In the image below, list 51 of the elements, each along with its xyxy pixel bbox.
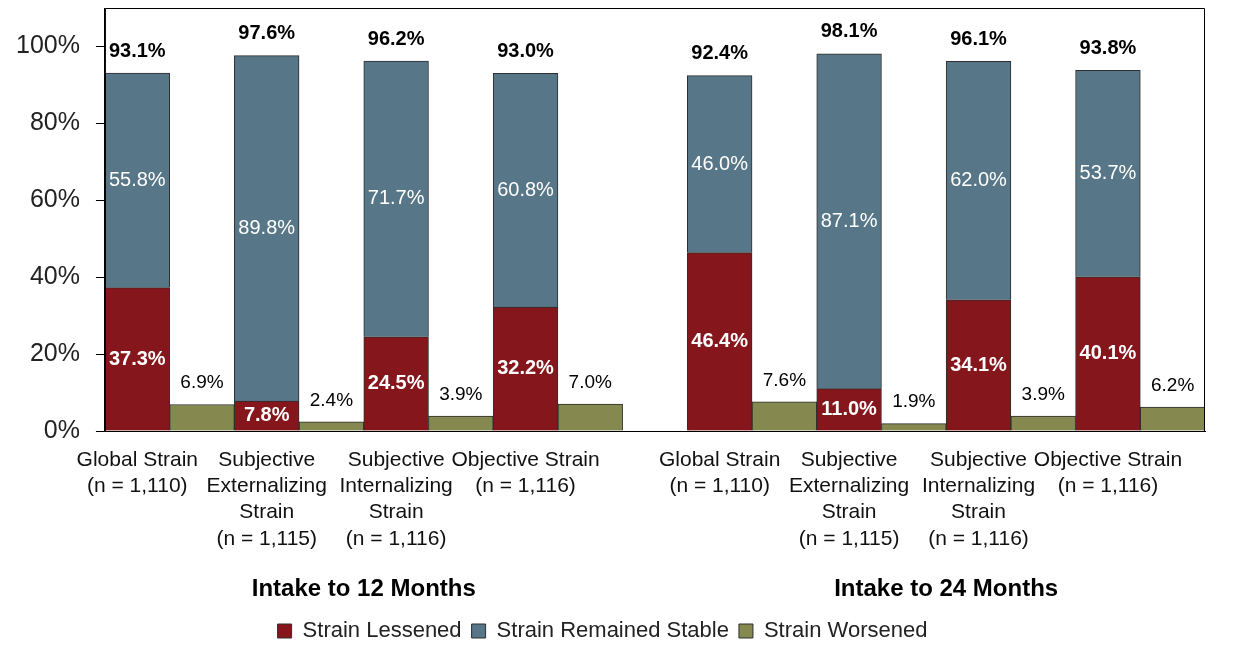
total-label: 93.1% [108, 38, 166, 61]
data-label: 7.8% [243, 403, 290, 426]
total-label: 93.0% [497, 38, 555, 61]
data-label: 7.0% [568, 370, 613, 392]
data-label: 6.2% [1150, 373, 1195, 395]
y-tick-label: 80% [29, 107, 80, 136]
data-label: 46.4% [691, 329, 749, 352]
legend-label: Strain Remained Stable [496, 617, 729, 643]
data-label: 37.3% [108, 346, 166, 369]
data-label: 1.9% [892, 390, 936, 412]
data-label: 11.0% [821, 397, 878, 420]
legend-label: Strain Lessened [302, 617, 462, 643]
data-label: 7.6% [762, 368, 807, 390]
total-label: 93.8% [1079, 35, 1137, 58]
data-label: 46.0% [691, 151, 749, 174]
data-label: 60.8% [497, 177, 555, 200]
x-tick-label: Subjective Externalizing Strain (n = 1,115) [788, 446, 910, 549]
total-label: 92.4% [691, 41, 749, 64]
data-label: 71.7% [367, 186, 425, 209]
total-label: 96.2% [367, 26, 425, 49]
total-label: 96.1% [950, 26, 1008, 49]
x-tick-label: Objective Strain (n = 1,116) [1033, 446, 1183, 497]
x-tick-label: Subjective Internalizing Strain (n = 1,116) [921, 446, 1036, 549]
y-tick-label: 40% [29, 261, 80, 290]
data-label: 55.8% [108, 167, 166, 190]
text: Intake to 12 Months [251, 573, 476, 601]
x-tick-label: Subjective Internalizing Strain (n = 1,116) [339, 446, 453, 549]
data-label: 24.5% [367, 371, 425, 394]
x-tick-label: Global Strain (n = 1,110) [658, 446, 781, 497]
data-label: 3.9% [439, 382, 483, 404]
data-label: 89.8% [238, 215, 296, 238]
data-label: 3.9% [1021, 382, 1065, 404]
data-label: 34.1% [950, 352, 1008, 375]
data-label: 32.2% [497, 356, 555, 379]
x-tick-label: Global Strain (n = 1,110) [76, 446, 198, 497]
total-label: 98.1% [820, 19, 878, 42]
x-tick-label: Subjective Externalizing Strain (n = 1,115) [206, 446, 327, 549]
text: Intake to 24 Months [834, 573, 1059, 601]
y-tick-label: 20% [29, 337, 80, 366]
total-label: 97.6% [238, 21, 296, 44]
x-tick-label: Objective Strain (n = 1,116) [451, 446, 600, 497]
data-label: 87.1% [820, 208, 878, 231]
data-label: 53.7% [1079, 161, 1137, 184]
legend-label: Strain Worsened [763, 617, 928, 643]
data-label: 6.9% [180, 371, 224, 393]
data-label: 62.0% [950, 168, 1008, 191]
data-label: 40.1% [1079, 341, 1137, 364]
y-tick-label: 0% [43, 414, 80, 443]
y-tick-label: 100% [15, 30, 80, 59]
y-tick-label: 60% [29, 184, 80, 213]
data-label: 2.4% [309, 388, 354, 410]
